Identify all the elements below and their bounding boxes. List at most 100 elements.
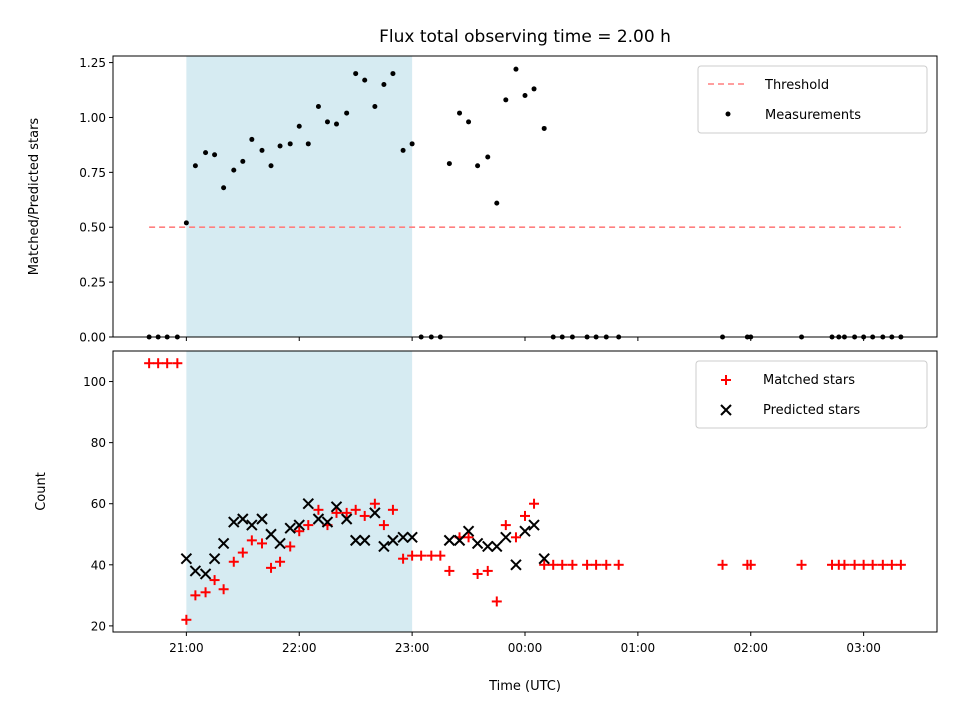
matched-star-point [341,507,352,518]
measurement-point [531,86,537,92]
xtick-label: 21:00 [169,641,204,655]
count-y-axis-label: Count [34,472,49,511]
predicted-star-point [293,519,305,531]
xtick-label: 23:00 [395,641,430,655]
legend-plus-marker [721,375,731,385]
matched-star-point [520,510,530,521]
measurement-point [541,125,547,131]
measurement-point [268,163,274,169]
measurement-point [333,121,339,127]
matched-star-point [200,587,211,598]
measurement-point [353,71,359,77]
matched-star-point [601,559,612,570]
measurement-point [344,110,350,116]
predicted-star-point [462,525,475,537]
measurement-point [457,110,463,116]
count-x-ticks: 21:00 22:00 23:00 00:00 01:00 02:00 03:00 [169,632,881,655]
matched-star-point [256,538,267,549]
matched-star-point [895,559,906,570]
ratio-panel: 0.00 0.25 0.50 0.75 1.00 1.25 Matched/Predict… [27,55,938,345]
matched-star-point [858,559,869,570]
matched-star-point [228,556,239,567]
predicted-star-point [453,534,466,547]
measurement-point [446,161,452,167]
legend-predicted-swatch [720,404,732,416]
count-y-ticks: 20 40 60 80 100 [83,375,113,633]
matched-star-point [849,559,860,570]
matched-star-point [472,568,483,579]
predicted-star-point [482,540,494,553]
matched-star-point [331,507,342,518]
predicted-star-point [387,534,399,547]
matched-star-point [218,584,229,595]
predicted-star-point [312,513,325,525]
measurement-point [183,220,189,226]
matched-star-point [463,532,474,543]
predicted-star-point [369,507,381,519]
matched-star-point [877,559,888,570]
matched-star-point [285,541,296,552]
matched-star-point [510,532,521,543]
predicted-star-point [378,540,390,553]
matched-star-point [796,559,807,570]
matched-star-point [444,565,455,576]
predicted-star-points [180,498,550,580]
measurement-point [221,185,227,191]
measurement-point [513,66,519,72]
ratio-y-axis-label: Matched/Predicted stars [27,118,42,276]
legend-threshold-label: Threshold [764,78,829,93]
measurement-point [305,141,311,147]
matched-star-point [407,550,418,561]
ratio-ytick-label: 0.50 [79,221,106,235]
matched-star-point [237,547,248,558]
ratio-ytick-label: 0.00 [79,331,106,345]
matched-star-point [359,510,370,521]
ratio-ytick-label: 1.00 [79,111,106,125]
predicted-star-point [491,540,503,553]
ratio-x-ticks [185,337,865,341]
matched-star-point [613,559,624,570]
measurement-point [203,150,209,156]
measurement-point [192,163,198,169]
matched-star-point [426,550,437,561]
matched-star-point [153,358,164,369]
matched-star-point [482,565,493,576]
measurement-point [466,119,472,125]
measurement-point [485,154,491,160]
predicted-star-point [246,519,258,531]
predicted-star-point [340,513,353,525]
predicted-star-point [330,501,343,513]
matched-star-point [313,504,324,515]
measurement-point [287,141,293,147]
legend-x-marker [720,404,732,416]
matched-star-point [378,520,389,531]
measurement-point [390,71,396,77]
predicted-star-point [500,531,512,544]
measurement-point [409,141,415,147]
predicted-star-point [284,522,296,534]
matched-star-point [491,596,502,607]
predicted-star-point [208,552,221,565]
matched-star-point [246,535,257,546]
xtick-label: 01:00 [621,641,656,655]
measurement-point [372,103,378,109]
measurement-point [362,77,368,83]
matched-star-point [886,559,897,570]
matched-star-point [266,562,277,573]
matched-star-point [500,520,511,531]
predicted-star-point [256,513,268,525]
count-ytick-label: 40 [91,558,106,572]
measurement-point [503,97,509,103]
predicted-star-point [302,498,314,510]
count-ytick-label: 20 [91,619,106,633]
xtick-label: 22:00 [282,641,317,655]
ratio-ytick-label: 1.25 [79,56,106,70]
matched-star-point [162,358,173,369]
measurement-point [231,167,237,173]
matched-star-point [548,559,559,570]
count-panel: 20 40 60 80 100 21:00 22:00 23:00 00:00 01:00 02:… [34,350,938,694]
predicted-star-point [237,513,249,525]
matched-star-point [369,498,380,509]
matched-star-point [539,559,550,570]
